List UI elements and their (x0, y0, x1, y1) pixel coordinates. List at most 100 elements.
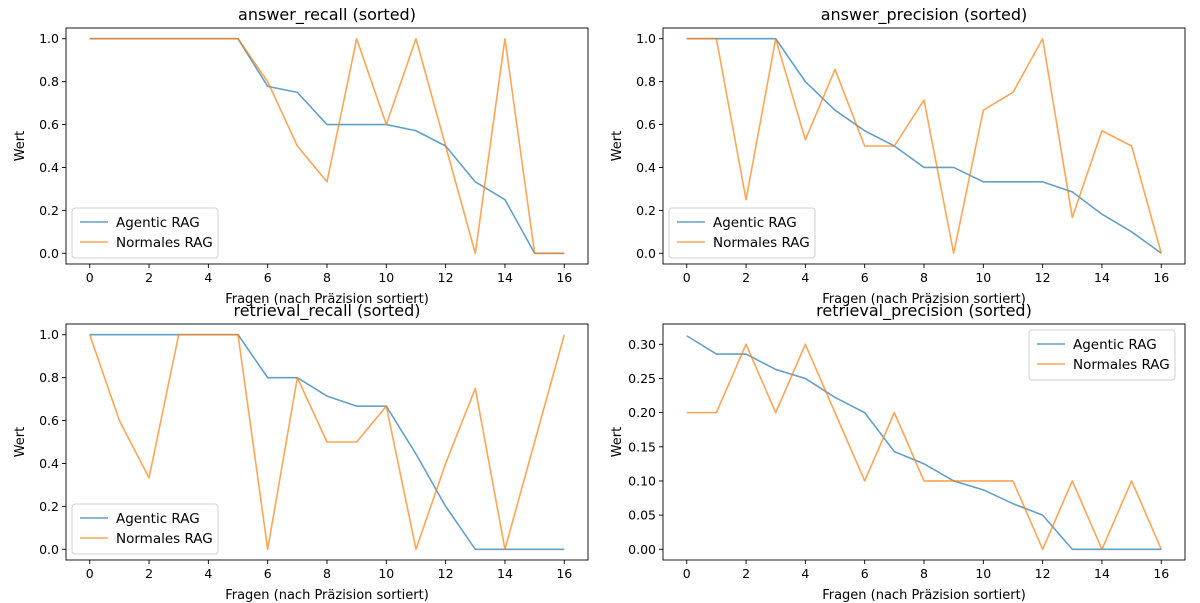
y-tick-label: 0.0 (636, 246, 656, 261)
subplot-1: answer_recall (sorted) 0 2 4 6 8 10 12 14 16 0.0 0.… (13, 5, 589, 307)
legend-entry-label: Agentic RAG (116, 215, 200, 231)
legend: Agentic RAG Normales RAG (668, 207, 816, 259)
y-tick-label: 0.30 (628, 337, 656, 352)
series-line-normales-rag (686, 343, 1163, 551)
legend-entry-label: Agentic RAG (1073, 337, 1157, 353)
x-tick-label: 6 (861, 270, 869, 285)
y-tick-label: 0.05 (628, 508, 656, 523)
series-line-normales-rag (89, 37, 565, 255)
legend-entry-label: Normales RAG (116, 531, 213, 547)
y-axis-label: Wert (610, 131, 625, 162)
legend-entry-label: Normales RAG (1073, 357, 1170, 373)
x-tick-label: 8 (920, 270, 928, 285)
x-tick-label: 4 (801, 270, 809, 285)
y-tick-label: 0.0 (39, 542, 59, 557)
x-tick-label: 4 (204, 566, 212, 581)
x-tick-label: 16 (556, 270, 572, 285)
y-tick-label: 0.10 (628, 473, 656, 488)
x-tick-label: 10 (378, 566, 394, 581)
x-tick-label: 14 (497, 566, 513, 581)
x-tick-label: 16 (1153, 566, 1169, 581)
series-line-agentic-rag (686, 335, 1162, 551)
x-tick-label: 14 (1094, 270, 1110, 285)
x-axis-label: Fragen (nach Präzision sortiert) (225, 292, 429, 307)
x-tick-label: 8 (920, 566, 928, 581)
y-tick-label: 0.15 (628, 439, 656, 454)
y-tick-label: 0.4 (39, 456, 59, 471)
legend: Agentic RAG Normales RAG (71, 207, 219, 259)
x-tick-label: 0 (86, 270, 94, 285)
x-tick-label: 12 (438, 270, 454, 285)
subplot-title: answer_recall (sorted) (238, 5, 416, 25)
x-tick-label: 6 (264, 270, 272, 285)
x-tick-label: 10 (378, 270, 394, 285)
x-tick-label: 6 (861, 566, 869, 581)
x-tick-label: 4 (204, 270, 212, 285)
y-tick-label: 1.0 (636, 31, 656, 46)
y-tick-label: 0.2 (39, 499, 59, 514)
legend-entry-label: Agentic RAG (713, 215, 797, 231)
subplot-4: retrieval_precision (sorted) 0 2 4 6 8 10 12 14 1… (610, 301, 1186, 603)
y-axis-label: Wert (13, 427, 28, 458)
x-axis-label: Fragen (nach Präzision sortiert) (822, 588, 1026, 603)
x-tick-label: 2 (742, 566, 750, 581)
x-tick-label: 16 (556, 566, 572, 581)
y-axis-label: Wert (13, 131, 28, 162)
y-tick-label: 1.0 (39, 31, 59, 46)
y-tick-label: 0.2 (39, 203, 59, 218)
y-tick-label: 0.25 (628, 371, 656, 386)
subplot-2: answer_precision (sorted) 0 2 4 6 8 10 12 14 16 0.… (610, 5, 1186, 307)
x-tick-label: 6 (264, 566, 272, 581)
x-tick-label: 4 (801, 566, 809, 581)
x-axis-label: Fragen (nach Präzision sortiert) (225, 588, 429, 603)
y-tick-label: 1.0 (39, 327, 59, 342)
x-tick-label: 0 (683, 270, 691, 285)
y-tick-label: 0.2 (636, 203, 656, 218)
legend-box (1028, 329, 1176, 381)
x-tick-label: 10 (975, 566, 991, 581)
y-tick-label: 0.0 (39, 246, 59, 261)
x-tick-label: 8 (323, 270, 331, 285)
y-tick-label: 0.6 (636, 117, 656, 132)
legend: Agentic RAG Normales RAG (1028, 329, 1176, 381)
y-tick-label: 0.8 (39, 370, 59, 385)
series-line-normales-rag (686, 37, 1163, 255)
legend-box (668, 207, 816, 259)
series-line-agentic-rag (686, 37, 1162, 254)
subplot-title: retrieval_precision (sorted) (816, 301, 1032, 321)
x-tick-label: 0 (86, 566, 94, 581)
x-tick-label: 12 (1035, 566, 1051, 581)
x-tick-label: 8 (323, 566, 331, 581)
legend-box (71, 207, 219, 259)
x-tick-label: 14 (1094, 566, 1110, 581)
y-tick-label: 0.4 (39, 160, 59, 175)
legend-entry-label: Normales RAG (116, 235, 213, 251)
x-tick-label: 16 (1153, 270, 1169, 285)
y-tick-label: 0.6 (39, 413, 59, 428)
subplot-title: retrieval_recall (sorted) (233, 301, 420, 321)
legend-entry-label: Normales RAG (713, 235, 810, 251)
x-tick-label: 10 (975, 270, 991, 285)
y-tick-label: 0.8 (636, 74, 656, 89)
x-tick-label: 2 (742, 270, 750, 285)
series-line-normales-rag (88, 333, 566, 551)
x-tick-label: 14 (497, 270, 513, 285)
y-tick-label: 0.8 (39, 74, 59, 89)
y-axis-label: Wert (610, 427, 625, 458)
x-tick-label: 0 (683, 566, 691, 581)
subplot-title: answer_precision (sorted) (821, 5, 1028, 25)
legend: Agentic RAG Normales RAG (71, 503, 219, 555)
x-tick-label: 2 (145, 270, 153, 285)
y-tick-label: 0.00 (628, 542, 656, 557)
series-line-agentic-rag (89, 333, 565, 551)
x-tick-label: 12 (1035, 270, 1051, 285)
legend-box (71, 503, 219, 555)
x-tick-label: 12 (438, 566, 454, 581)
x-tick-label: 2 (145, 566, 153, 581)
y-tick-label: 0.4 (636, 160, 656, 175)
y-tick-label: 0.20 (628, 405, 656, 420)
y-tick-label: 0.6 (39, 117, 59, 132)
x-axis-label: Fragen (nach Präzision sortiert) (822, 292, 1026, 307)
subplot-3: retrieval_recall (sorted) 0 2 4 6 8 10 12 14 16 0.… (13, 301, 589, 603)
